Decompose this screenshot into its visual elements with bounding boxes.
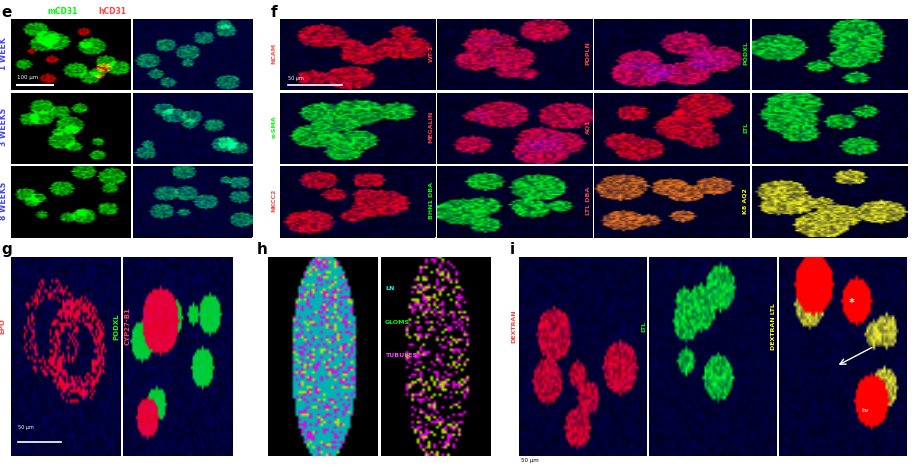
Text: EPO: EPO	[0, 318, 6, 334]
Text: K8 AQ2: K8 AQ2	[743, 188, 748, 214]
Text: AQ1: AQ1	[586, 120, 591, 134]
Text: DEXTRAN: DEXTRAN	[511, 310, 516, 343]
Text: 50 μm: 50 μm	[287, 76, 304, 81]
Text: BHN1 DBA: BHN1 DBA	[429, 182, 433, 219]
Text: f: f	[271, 5, 277, 20]
Text: LTL: LTL	[641, 321, 646, 332]
Text: TUBULES: TUBULES	[385, 353, 417, 358]
Text: *: *	[849, 298, 855, 308]
Text: 8 WEEKS: 8 WEEKS	[0, 181, 8, 220]
Text: bv: bv	[861, 408, 869, 413]
Text: MEGALIN: MEGALIN	[429, 111, 433, 143]
Text: DEXTRAN LTL: DEXTRAN LTL	[771, 303, 776, 350]
Text: 3 WEEKS: 3 WEEKS	[0, 108, 8, 146]
Text: α-SMA: α-SMA	[272, 116, 276, 138]
Text: hCD31: hCD31	[98, 7, 126, 16]
Text: 1 WEEK: 1 WEEK	[0, 37, 8, 70]
Text: mCD31: mCD31	[48, 7, 78, 16]
Text: PODXL: PODXL	[113, 313, 119, 340]
Text: 100 μm: 100 μm	[17, 75, 39, 80]
Text: CYP27-B1: CYP27-B1	[125, 307, 130, 345]
Text: 50 μm: 50 μm	[521, 458, 539, 463]
Text: LN: LN	[385, 286, 395, 292]
Text: PODXL: PODXL	[743, 41, 748, 66]
Text: PDPLN: PDPLN	[586, 41, 591, 66]
Text: NCAM: NCAM	[272, 43, 276, 64]
Text: WT-1: WT-1	[429, 45, 433, 62]
Text: i: i	[509, 242, 515, 257]
Text: GLOMS: GLOMS	[385, 320, 410, 325]
Text: 50 μm: 50 μm	[17, 425, 33, 430]
Text: h: h	[257, 242, 268, 257]
Text: LTL: LTL	[743, 122, 748, 133]
Text: g: g	[1, 242, 12, 257]
Text: NKCC2: NKCC2	[272, 189, 276, 212]
Text: LTL DBA: LTL DBA	[586, 187, 591, 215]
Text: e: e	[1, 5, 11, 20]
